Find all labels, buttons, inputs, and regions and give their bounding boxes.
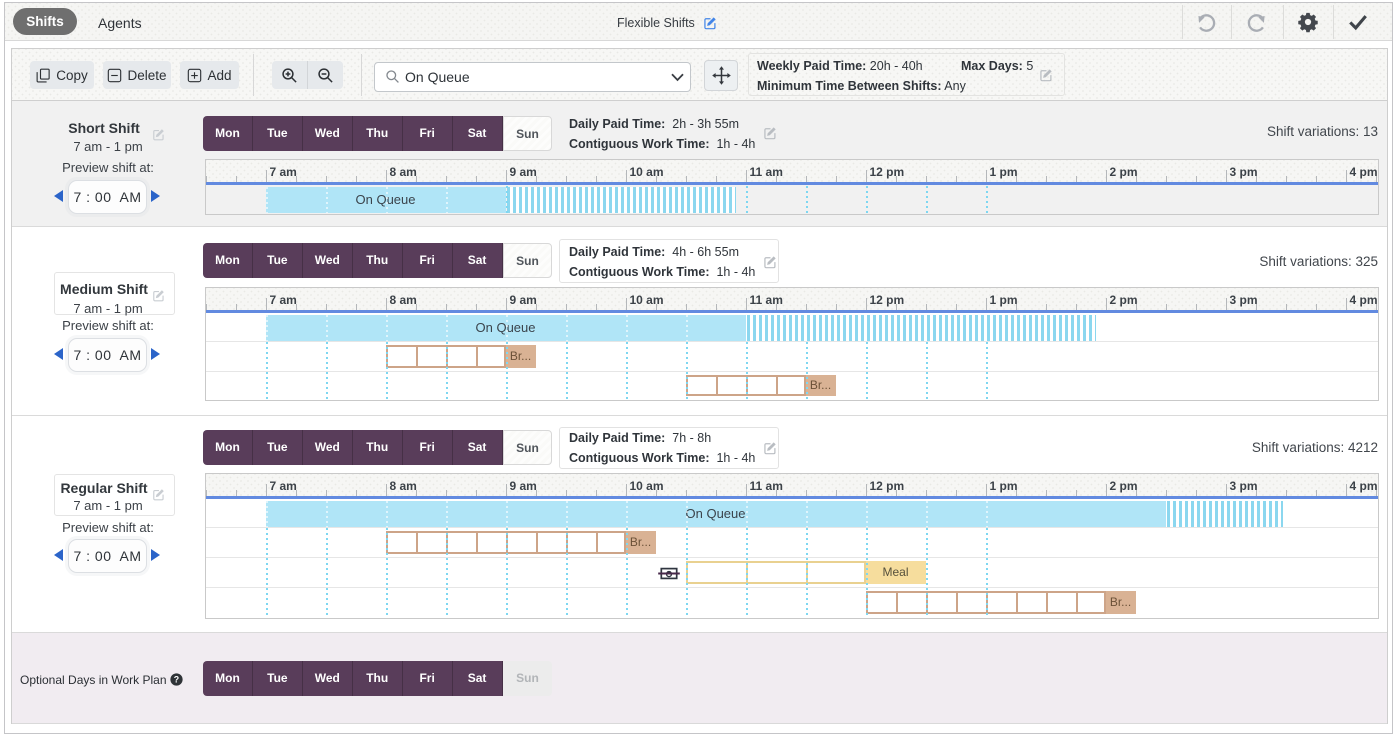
svg-text:?: ? (174, 675, 179, 685)
